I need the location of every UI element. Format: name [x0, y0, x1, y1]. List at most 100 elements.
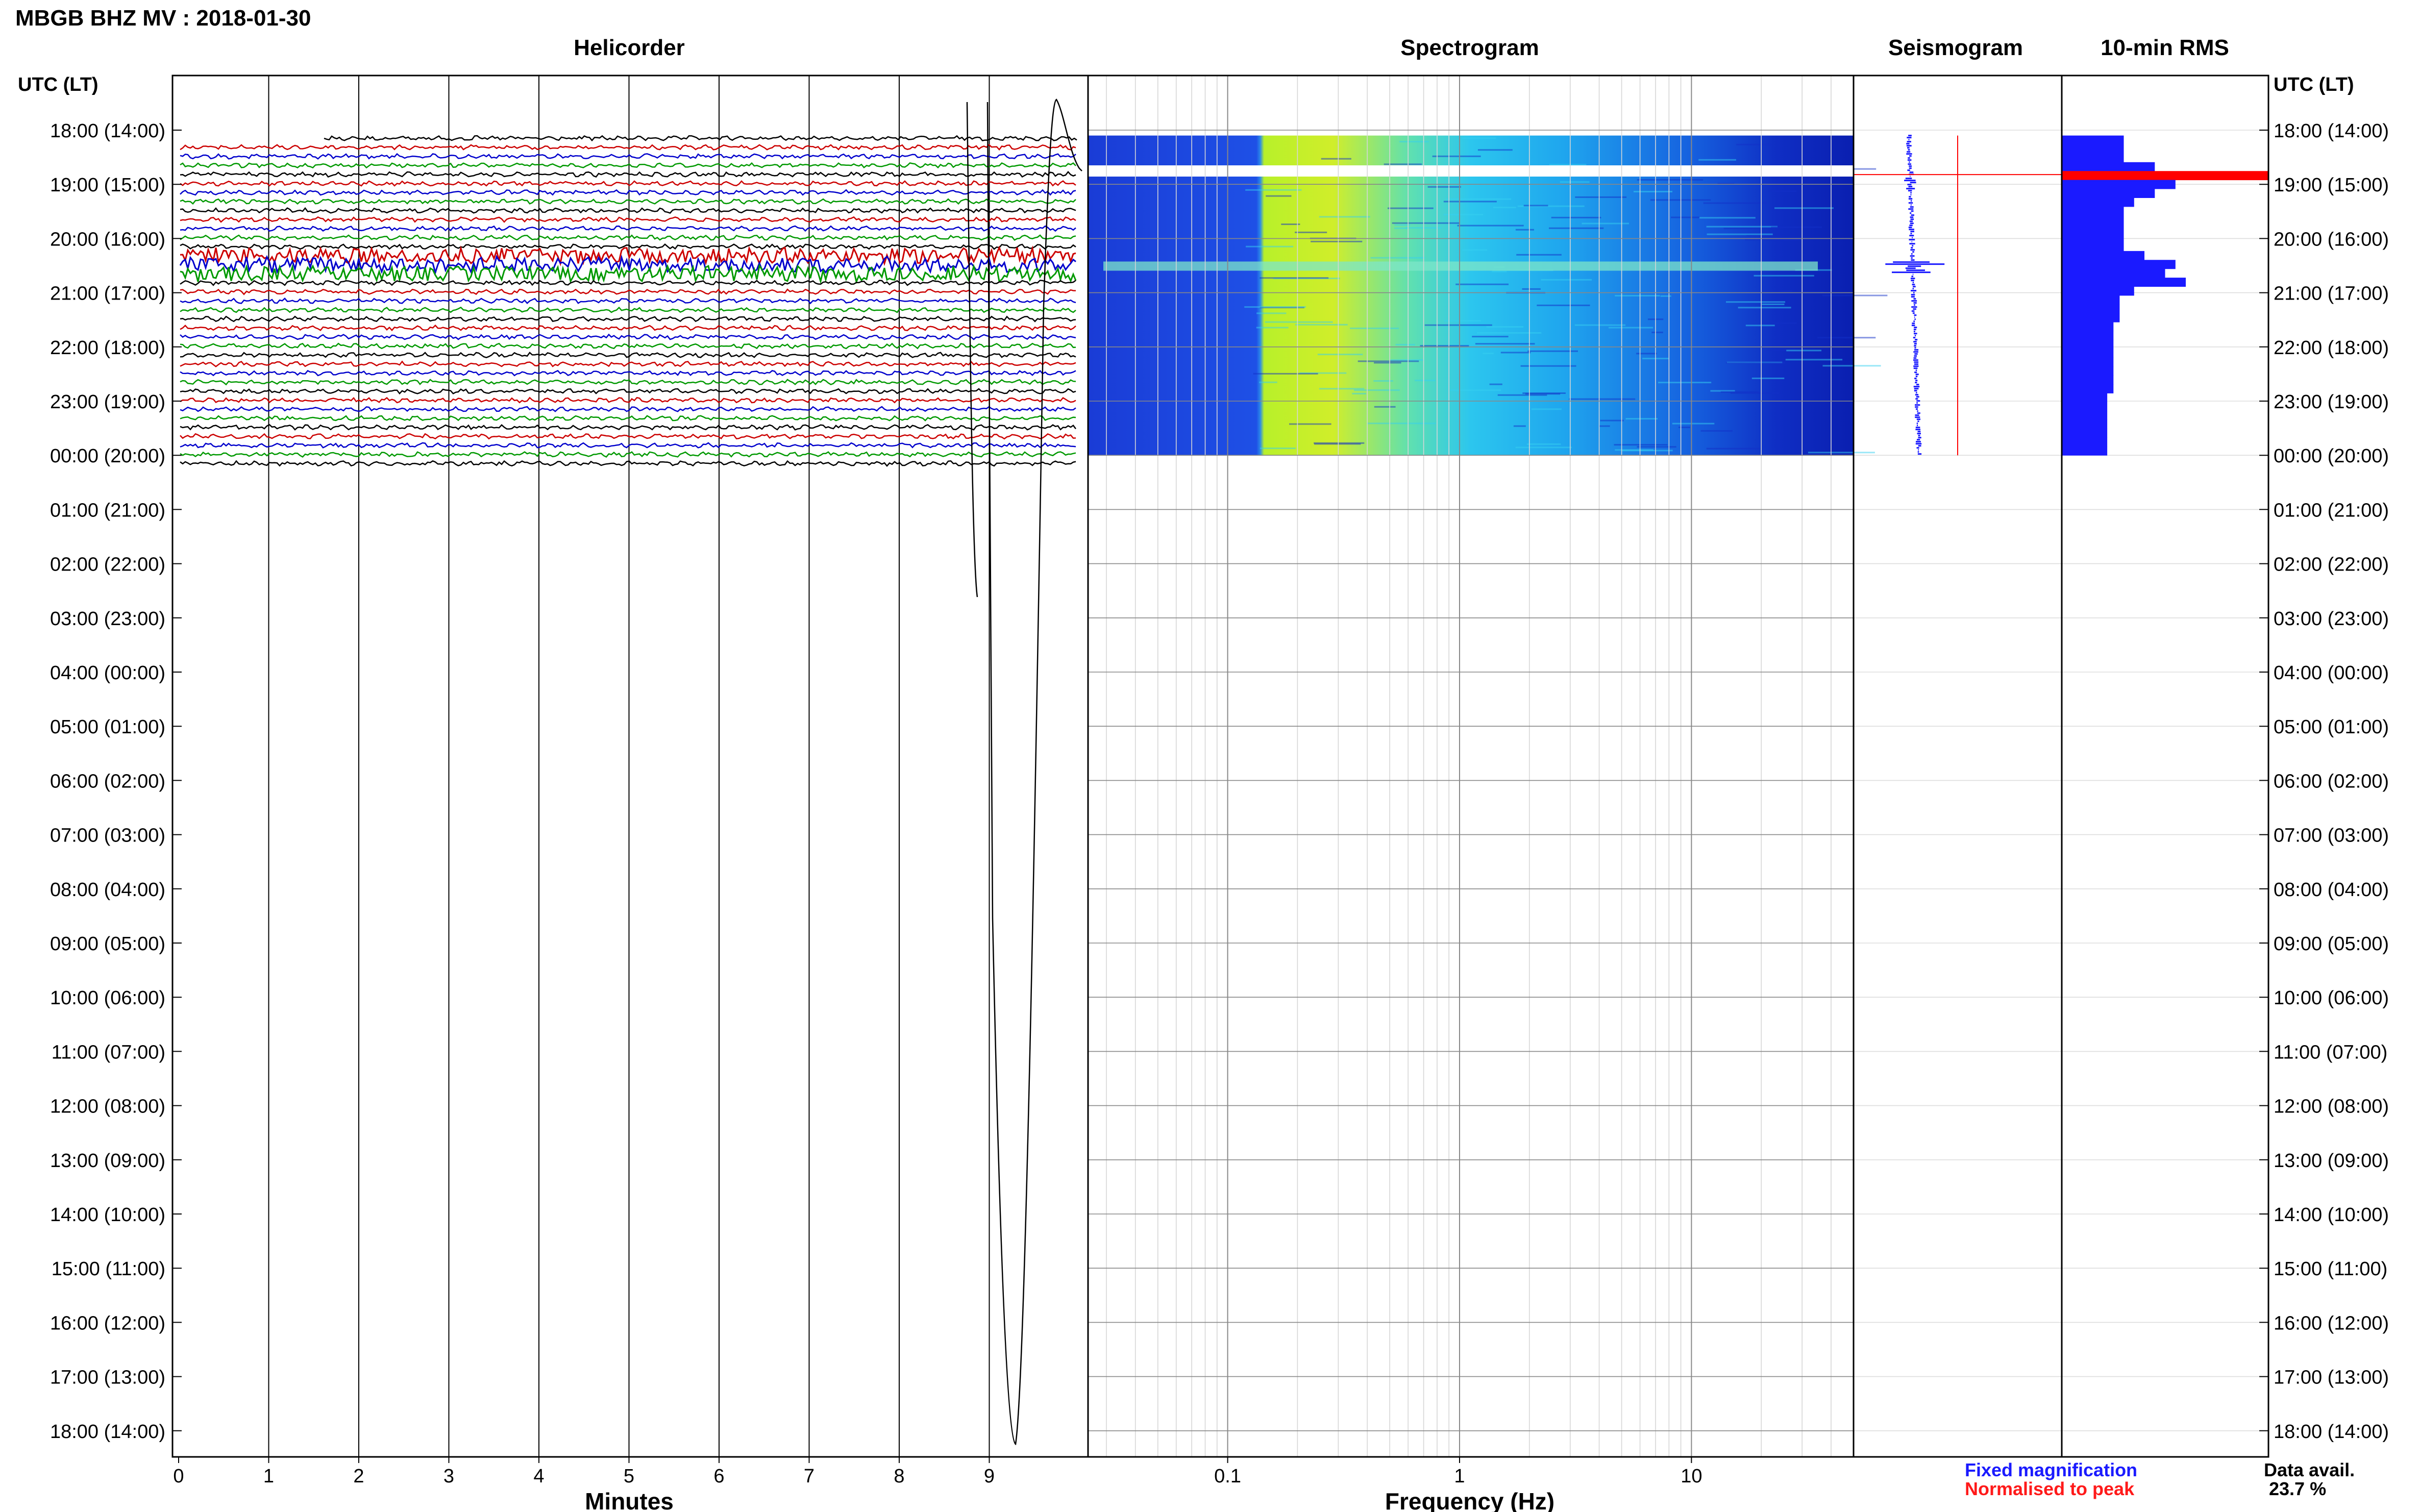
spectrogram-texture [1766, 350, 1796, 351]
helicorder-transient [966, 98, 1082, 1446]
right-time-label: 20:00 (16:00) [2274, 229, 2389, 250]
left-time-label: 14:00 (10:00) [50, 1204, 165, 1226]
helicorder-trace [324, 135, 1077, 142]
spectrogram-texture [1745, 239, 1803, 241]
spectrogram-texture [1636, 353, 1657, 355]
minute-tick-label: 3 [443, 1466, 454, 1487]
helicorder-trace [180, 324, 1076, 332]
spectrogram-texture [1424, 324, 1492, 326]
minute-tick-label: 9 [984, 1466, 995, 1487]
left-time-label: 19:00 (15:00) [50, 175, 165, 196]
spectrogram-texture [1256, 312, 1287, 314]
spectrogram-texture [1537, 304, 1590, 306]
helicorder-trace [180, 288, 1076, 295]
spectrogram-gap [1088, 165, 1854, 177]
left-time-label: 00:00 (20:00) [50, 445, 165, 467]
spectrogram-event-band [1103, 261, 1818, 271]
spectrogram-texture [1489, 383, 1502, 385]
helicorder-trace [180, 162, 1076, 169]
spectrogram-texture [1651, 331, 1663, 333]
spectrogram-texture [1317, 354, 1363, 356]
spectrogram-texture [1637, 179, 1704, 181]
helicorder-trace [180, 243, 1076, 250]
spectrogram-texture [1615, 295, 1660, 296]
spectrogram-texture [1295, 324, 1348, 326]
rms-bar [2062, 171, 2268, 181]
spectrogram-texture [1432, 155, 1481, 157]
helicorder-trace [180, 415, 1076, 422]
helicorder-trace [180, 153, 1076, 160]
helicorder-trace [180, 207, 1076, 214]
spectrogram-texture [1374, 406, 1396, 408]
helicorder-trace [180, 216, 1076, 223]
seismogram-title: Seismogram [1888, 35, 2023, 60]
spectrogram-texture [1625, 418, 1658, 420]
spectrogram-texture [1822, 365, 1881, 367]
left-time-label: 21:00 (17:00) [50, 283, 165, 305]
spectrogram-texture [1660, 295, 1671, 297]
left-time-label: 03:00 (23:00) [50, 608, 165, 630]
spectrogram-texture [1354, 389, 1400, 391]
rms-bar [2062, 411, 2108, 420]
spectrogram-texture [1392, 222, 1460, 224]
spectrogram-texture [1427, 186, 1461, 188]
minute-tick-label: 4 [533, 1466, 544, 1487]
spectrogram-texture [1384, 163, 1422, 165]
spectrogram-texture [1443, 201, 1497, 203]
rms-bar [2062, 437, 2108, 447]
spectrogram-texture [1256, 327, 1289, 329]
spectrogram-texture [1374, 362, 1401, 364]
rms-bar [2062, 189, 2155, 198]
spectrogram-texture [1614, 444, 1668, 446]
spectrogram-texture [1357, 360, 1419, 362]
spectrogram-texture [1500, 352, 1531, 354]
frequency-tick-label: 10 [1681, 1466, 1702, 1487]
helicorder-trace [180, 424, 1077, 431]
spectrogram-texture [1730, 392, 1780, 394]
helicorder-trace [180, 279, 1076, 286]
rms-bar [2062, 153, 2124, 163]
spectrogram-texture [1314, 443, 1361, 445]
left-time-label: 08:00 (04:00) [50, 879, 165, 901]
spectrogram-texture [1527, 350, 1578, 352]
right-time-label: 05:00 (01:00) [2274, 716, 2389, 738]
spectrogram-image [1088, 135, 1854, 456]
spectrogram-texture [1245, 189, 1302, 191]
spectrogram-texture [1370, 257, 1425, 259]
helicorder-trace [180, 225, 1076, 232]
minute-tick-label: 8 [894, 1466, 904, 1487]
rms-title: 10-min RMS [2101, 35, 2229, 60]
right-time-label: 08:00 (04:00) [2274, 879, 2389, 901]
spectrogram-texture [1726, 301, 1785, 303]
spectrogram-texture [1700, 430, 1733, 432]
figure-title: MBGB BHZ MV : 2018-01-30 [15, 6, 311, 31]
rms-bar [2062, 393, 2108, 403]
spectrogram-texture [1822, 294, 1888, 296]
legend-normalised: Normalised to peak [1965, 1478, 2135, 1499]
spectrogram-texture [1462, 137, 1496, 139]
helicorder-trace [180, 263, 1077, 285]
rms-bar [2062, 260, 2176, 269]
spectrogram-texture [1522, 288, 1541, 290]
spectrogram-texture [1808, 452, 1875, 454]
spectrogram-texture [1745, 325, 1775, 327]
minutes-label: Minutes [585, 1488, 674, 1512]
left-time-label: 15:00 (11:00) [52, 1258, 165, 1280]
spectrogram-texture [1515, 447, 1572, 449]
spectrogram-texture [1771, 226, 1822, 228]
helicorder-trace [180, 442, 1076, 449]
spectrogram-texture [1265, 321, 1333, 323]
helicorder-trace [180, 306, 1076, 313]
rms-bar [2062, 215, 2124, 225]
spectrogram-texture [1549, 227, 1604, 229]
right-time-label: 02:00 (22:00) [2274, 554, 2389, 576]
right-time-label: 14:00 (10:00) [2274, 1204, 2389, 1226]
spectrogram-texture [1575, 196, 1627, 198]
right-time-label: 23:00 (19:00) [2274, 391, 2389, 413]
spectrogram-texture [1762, 303, 1785, 305]
spectrogram-texture [1560, 181, 1590, 183]
left-time-label: 06:00 (02:00) [50, 771, 165, 792]
spectrogram-texture [1761, 322, 1797, 324]
spectrogram-texture [1420, 345, 1469, 347]
spectrogram-texture [1541, 279, 1592, 281]
